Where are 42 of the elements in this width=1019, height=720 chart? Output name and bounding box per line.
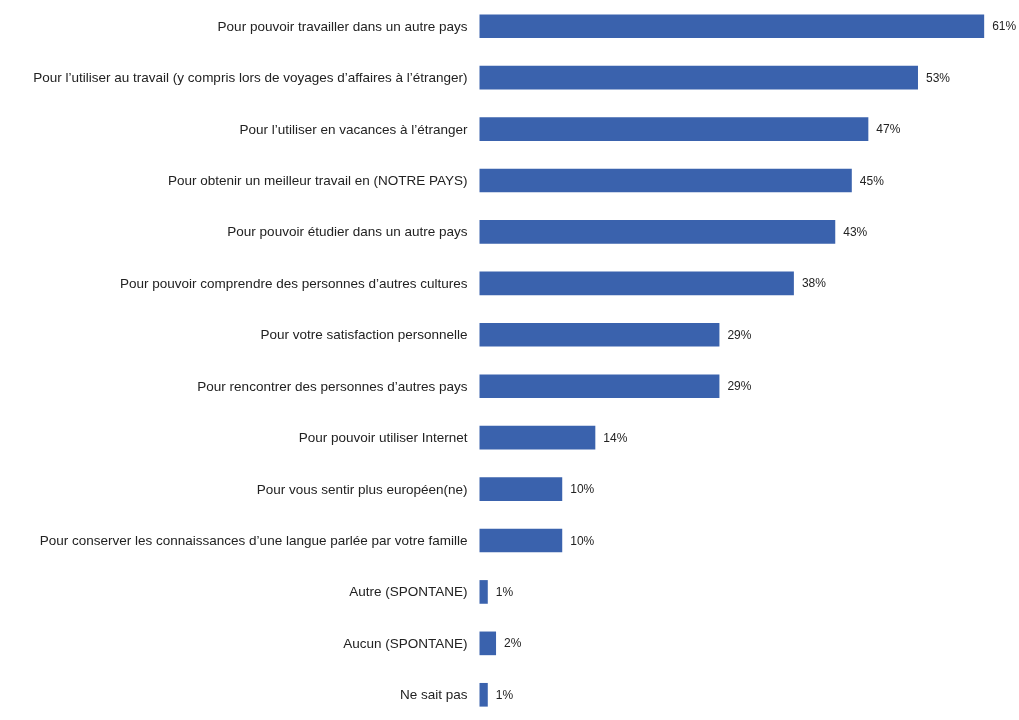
bar [479,14,985,39]
bar [479,477,563,501]
bar [479,528,563,553]
y-tick-label: Pour vous sentir plus européen(ne) [256,481,468,497]
data-label: 1% [495,584,514,599]
y-tick-label: Aucun (SPONTANE) [343,635,468,651]
data-label: 10% [570,533,595,548]
bar [479,374,720,399]
data-label: 29% [727,327,752,342]
y-tick-label: Ne sait pas [399,687,468,703]
data-label: 45% [859,173,885,188]
y-tick-label: Pour l’utiliser au travail (y compris lors de voyages d’affaires à l’étranger) [33,70,468,86]
y-tick-label: Pour l’utiliser en vacances à l’étranger [239,121,468,137]
y-tick-label: Pour votre satisfaction personnelle [260,327,468,343]
data-label: 53% [925,70,951,85]
bar [479,682,488,707]
bar [479,322,720,347]
y-tick-label: Pour pouvoir comprendre des personnes d’autres cultures [120,275,468,291]
data-label: 61% [992,19,1017,34]
data-label: 10% [570,482,595,497]
y-tick-label: Autre (SPONTANE) [349,584,468,600]
data-label: 47% [876,122,901,137]
bar [479,631,497,656]
data-label: 2% [504,636,522,651]
y-tick-label: Pour pouvoir utiliser Internet [298,430,468,446]
y-tick-label: Pour conserver les connaissances d’une langue parlée par votre famille [39,533,468,548]
y-tick-label: Pour rencontrer des personnes d’autres pays [197,378,468,394]
bar [479,220,836,244]
data-label: 38% [801,276,827,291]
y-tick-label: Pour pouvoir étudier dans un autre pays [227,224,468,240]
bar [479,168,852,193]
data-label: 1% [495,687,514,702]
data-label: 29% [727,379,752,394]
bar [479,580,488,604]
bar [479,65,918,90]
data-label: 43% [843,224,868,239]
data-label: 14% [603,430,628,445]
y-tick-label: Pour obtenir un meilleur travail en (NOTRE PAYS) [167,173,468,188]
bar [479,117,869,141]
y-tick-label: Pour pouvoir travailler dans un autre pays [217,18,468,34]
bar [479,271,794,296]
bar [479,425,596,450]
